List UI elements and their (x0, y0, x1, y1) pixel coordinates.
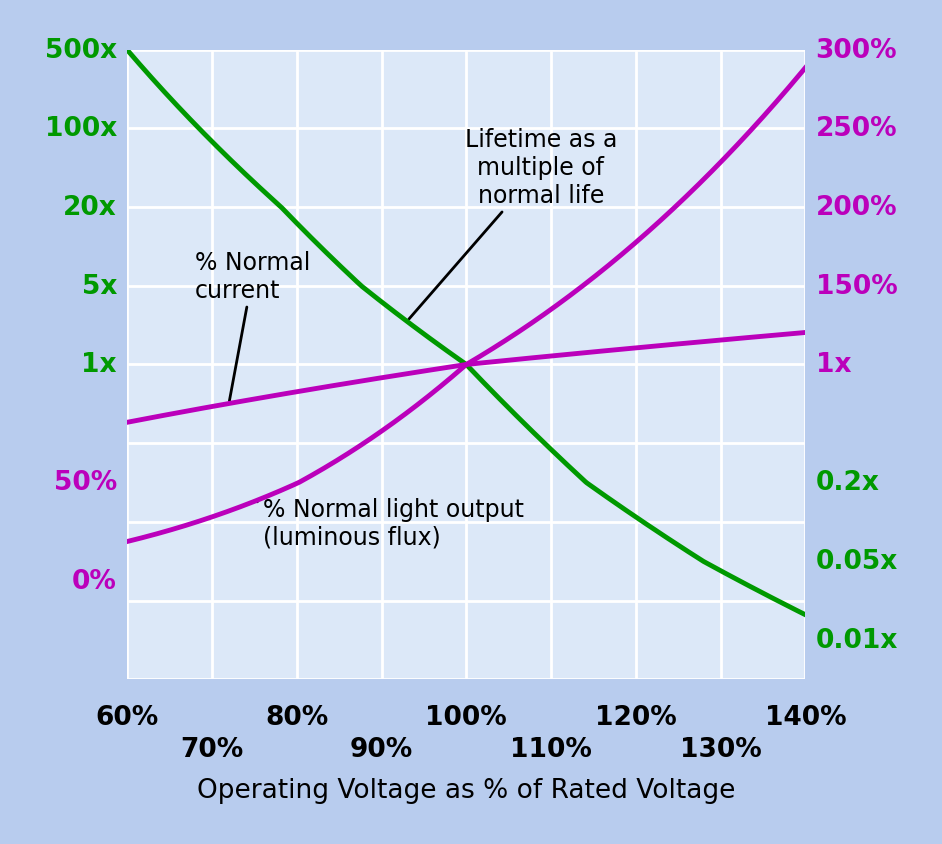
Text: Lifetime as a
multiple of
normal life: Lifetime as a multiple of normal life (409, 128, 617, 320)
Text: 50%: 50% (54, 470, 117, 496)
Text: 120%: 120% (595, 705, 676, 731)
Text: 110%: 110% (511, 736, 592, 762)
Text: 100%: 100% (426, 705, 507, 731)
Text: % Normal light output
(luminous flux): % Normal light output (luminous flux) (257, 497, 524, 549)
Text: 20x: 20x (63, 195, 117, 221)
Text: 250%: 250% (816, 116, 897, 143)
Text: 150%: 150% (816, 273, 898, 300)
Text: 140%: 140% (765, 705, 846, 731)
Text: 200%: 200% (816, 195, 897, 221)
Text: 0.2x: 0.2x (816, 470, 880, 496)
Text: 100x: 100x (45, 116, 117, 143)
Text: 0%: 0% (73, 568, 117, 594)
Text: 300%: 300% (816, 38, 897, 63)
Text: 60%: 60% (95, 705, 159, 731)
Text: 0.05x: 0.05x (816, 549, 898, 575)
Text: 80%: 80% (265, 705, 329, 731)
Text: 0.01x: 0.01x (816, 627, 898, 653)
Text: 5x: 5x (82, 273, 117, 300)
Text: 70%: 70% (180, 736, 244, 762)
Text: 1x: 1x (816, 352, 851, 378)
Text: % Normal
current: % Normal current (195, 251, 310, 401)
Text: 90%: 90% (349, 736, 414, 762)
Text: 130%: 130% (680, 736, 761, 762)
Text: 500x: 500x (45, 38, 117, 63)
Text: Operating Voltage as % of Rated Voltage: Operating Voltage as % of Rated Voltage (197, 776, 736, 803)
Text: 1x: 1x (82, 352, 117, 378)
